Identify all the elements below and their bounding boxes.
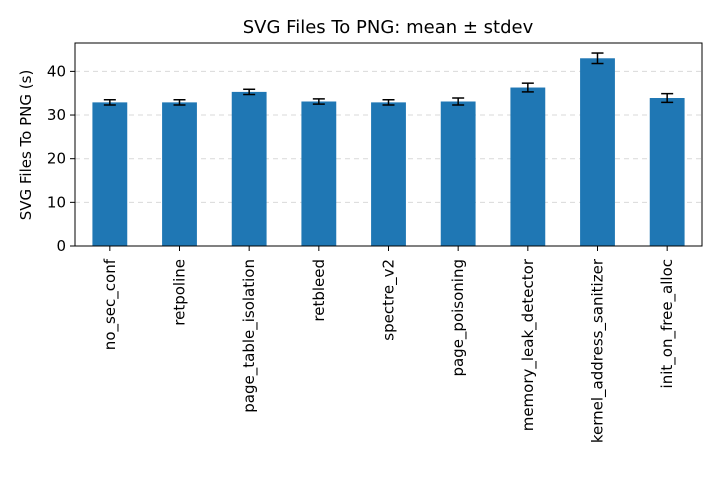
x-tick-label: init_on_free_alloc — [658, 259, 677, 388]
bar — [649, 98, 685, 246]
x-tick-label: no_sec_conf — [101, 258, 120, 350]
chart-title: SVG Files To PNG: mean ± stdev — [243, 17, 534, 38]
y-ticks: 0 10 20 30 40 — [47, 62, 75, 255]
y-tick-label: 30 — [47, 106, 66, 124]
x-ticks: no_sec_conf retpoline page_table_isolation… — [101, 246, 677, 443]
bar — [371, 102, 406, 246]
bars — [92, 58, 685, 247]
x-tick-label: page_poisoning — [449, 259, 468, 377]
y-tick-label: 20 — [47, 150, 66, 168]
x-tick-label: kernel_address_sanitizer — [589, 258, 608, 443]
bar — [580, 58, 615, 246]
bar — [162, 102, 197, 246]
x-tick-label: retpoline — [171, 259, 189, 326]
x-tick-label: spectre_v2 — [380, 259, 399, 341]
bar — [440, 101, 476, 246]
y-tick-label: 10 — [47, 193, 66, 211]
x-tick-label: memory_leak_detector — [519, 258, 538, 431]
y-axis-label: SVG Files To PNG (s) — [17, 70, 35, 221]
bar — [510, 87, 546, 247]
y-tick-label: 40 — [47, 62, 66, 80]
bar — [92, 102, 128, 246]
error-bars — [103, 52, 674, 106]
y-tick-label: 0 — [56, 237, 66, 255]
bar — [231, 91, 267, 246]
x-tick-label: retbleed — [310, 259, 328, 322]
bar — [301, 101, 337, 246]
x-tick-label: page_table_isolation — [240, 259, 259, 413]
